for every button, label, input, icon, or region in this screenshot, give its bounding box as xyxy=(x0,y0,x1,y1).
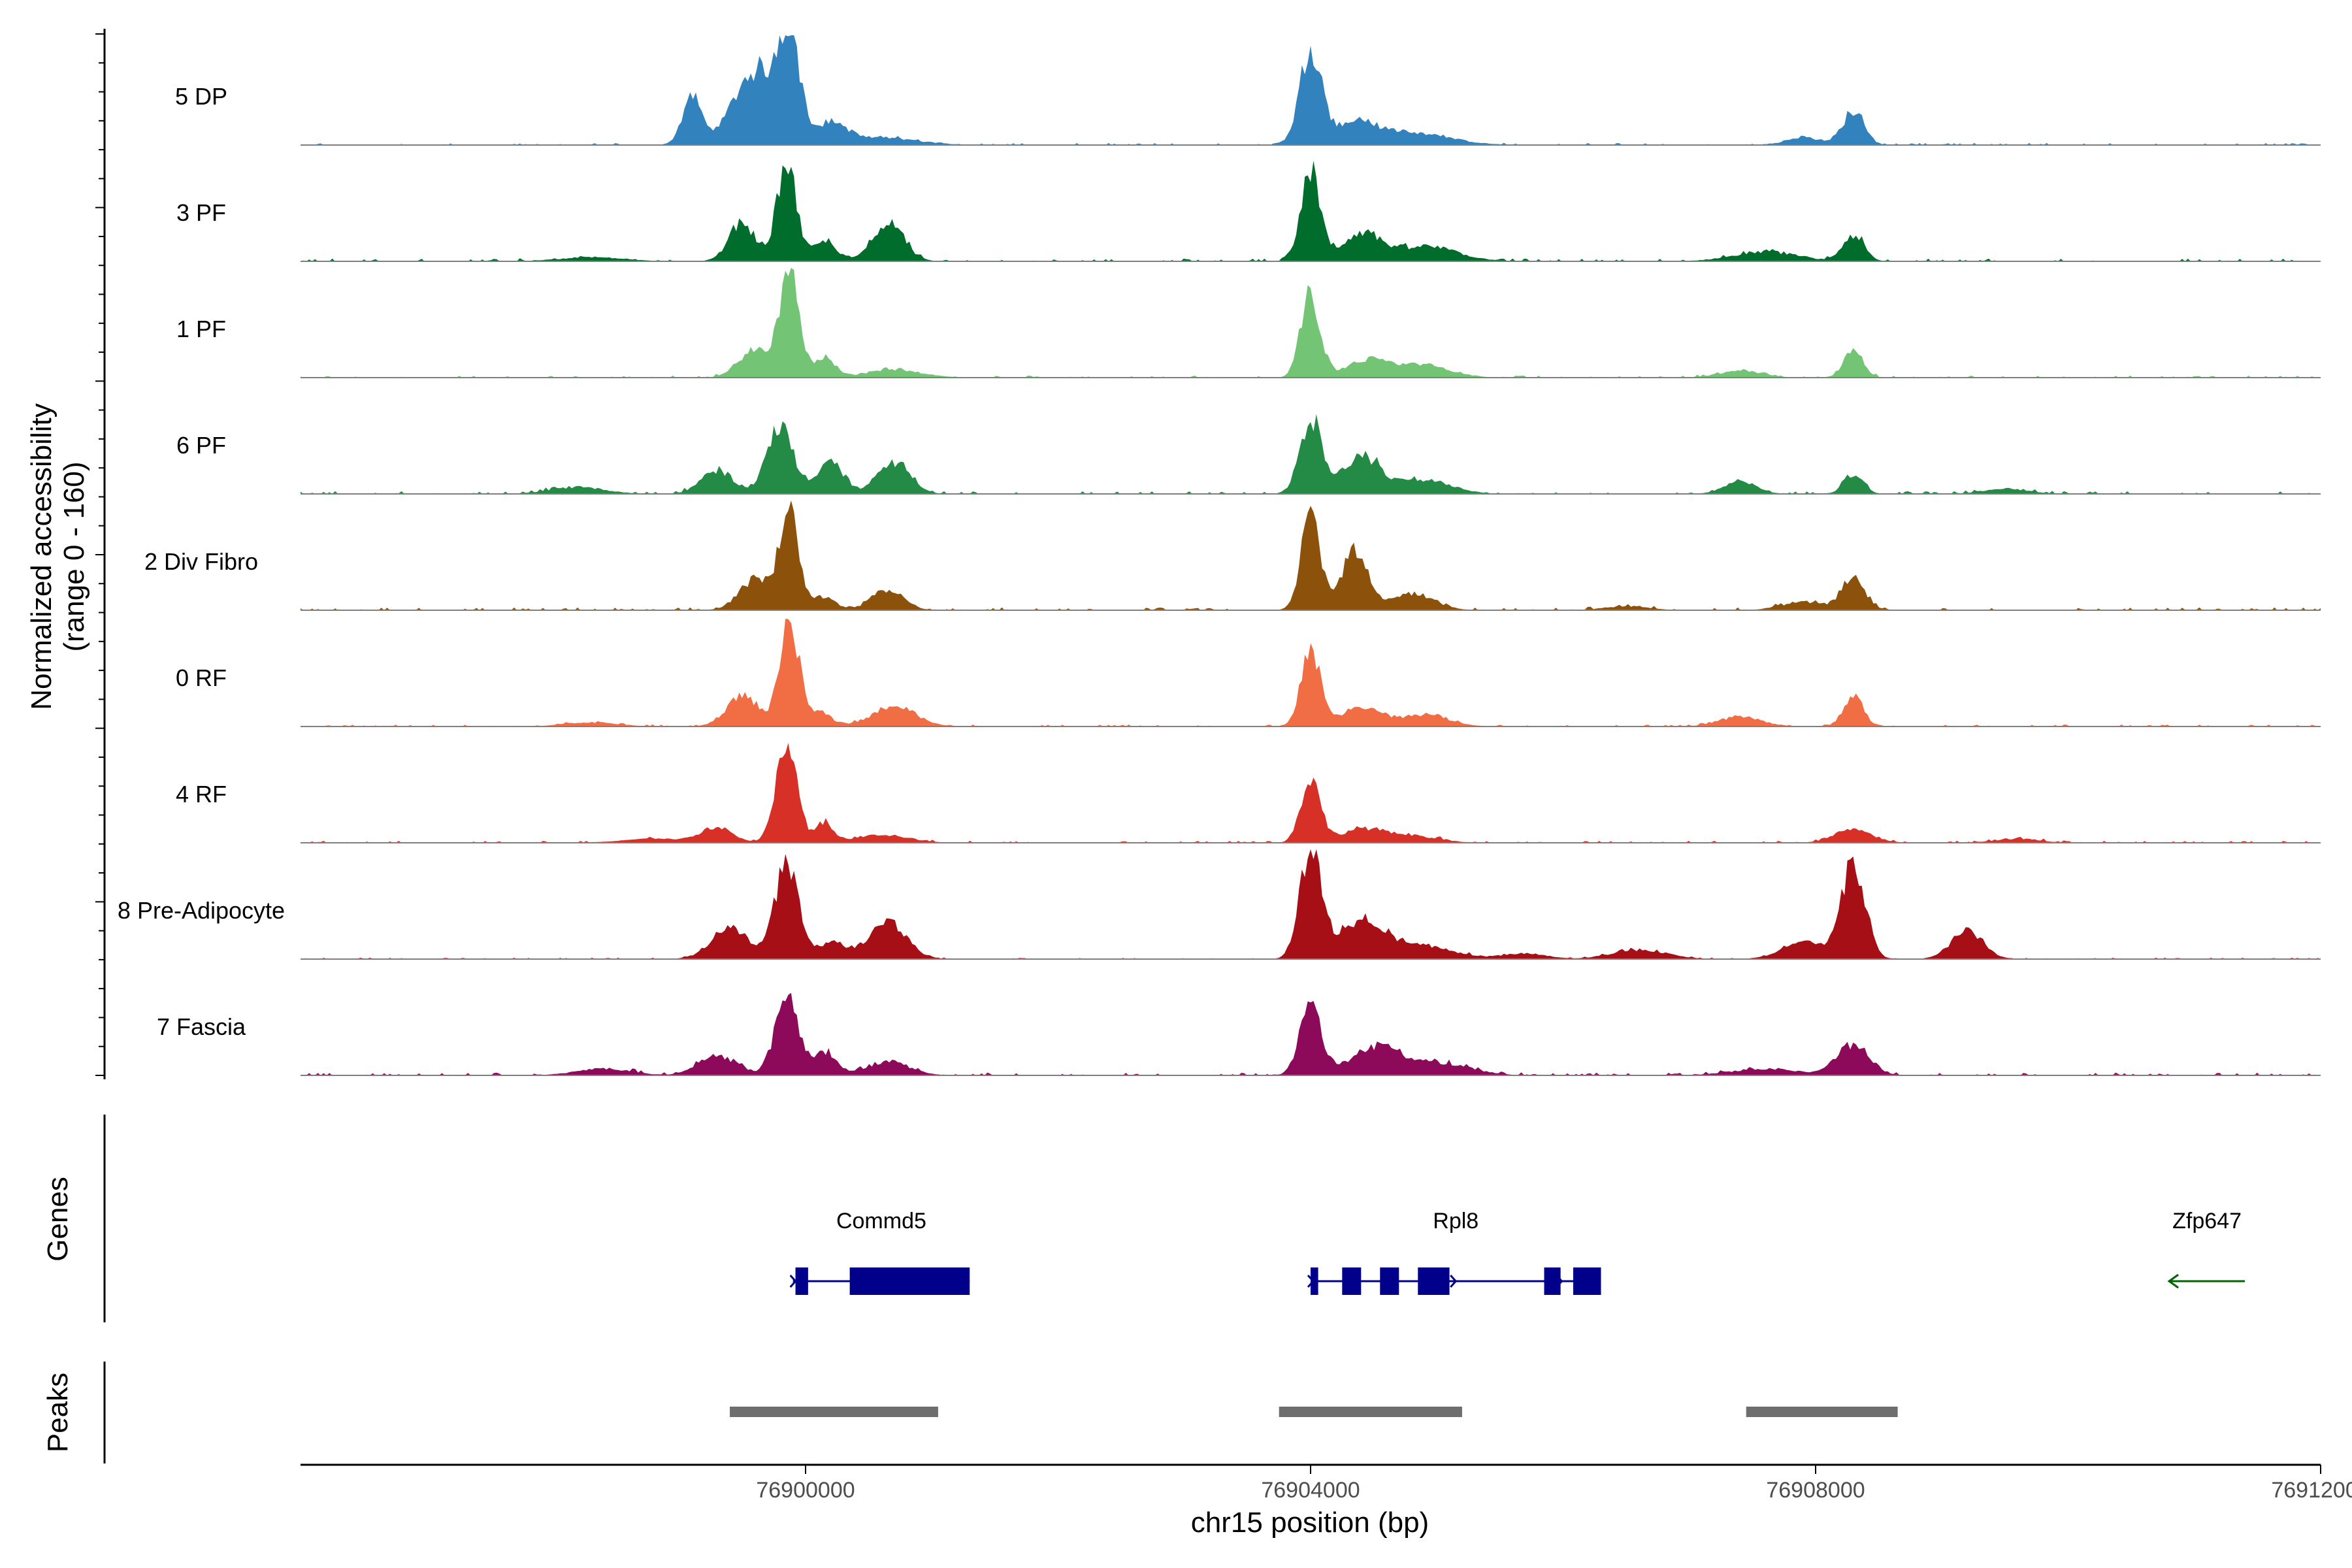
coverage-track: 6 PF xyxy=(176,414,2321,495)
gene-model: Rpl8 xyxy=(1307,1209,1601,1295)
coverage-track: 0 RF xyxy=(176,619,2321,727)
coverage-track: 8 Pre-Adipocyte xyxy=(118,849,2321,960)
coverage-area xyxy=(301,743,2321,843)
gene-exon xyxy=(849,1267,970,1295)
strand-arrow xyxy=(789,1275,797,1288)
gene-model: Commd5 xyxy=(789,1209,970,1295)
gene-exon xyxy=(795,1267,808,1295)
gene-label: Rpl8 xyxy=(1433,1209,1478,1233)
coverage-tracks: 5 DP 3 PF 1 PF 6 PF 2 Div Fibro 0 RF 4 RF 8 Pre… xyxy=(118,35,2321,1076)
peak-region xyxy=(1746,1407,1898,1417)
peak-region xyxy=(730,1407,938,1417)
genes-track-title: Genes xyxy=(42,1177,74,1262)
peaks-track: Peaks xyxy=(42,1362,1898,1463)
coverage-area xyxy=(301,619,2321,727)
genes-track: Genes Commd5 Rpl8 Zfp647 xyxy=(42,1115,2246,1322)
coverage-area xyxy=(301,35,2321,145)
gene-label: Zfp647 xyxy=(2172,1209,2242,1233)
gene-exon xyxy=(1342,1267,1362,1295)
y-axis: Normalized accessibility (range 0 - 160) xyxy=(25,29,106,1079)
x-tick-label: 76900000 xyxy=(756,1478,855,1503)
coverage-track: 5 DP xyxy=(175,35,2321,146)
coverage-track: 7 Fascia xyxy=(157,992,2321,1076)
y-axis-title-line2: (range 0 - 160) xyxy=(58,461,90,651)
strand-arrow xyxy=(875,1275,883,1288)
track-label: 3 PF xyxy=(176,199,226,226)
coverage-track: 2 Div Fibro xyxy=(144,500,2321,611)
coverage-area xyxy=(301,992,2321,1075)
strand-arrow xyxy=(1307,1275,1315,1288)
gene-exon xyxy=(1418,1267,1450,1295)
strand-arrow xyxy=(924,1275,932,1288)
gene-exon xyxy=(1380,1267,1399,1295)
track-label: 4 RF xyxy=(176,781,227,808)
track-label: 0 RF xyxy=(176,664,227,691)
gene-label: Commd5 xyxy=(836,1209,926,1233)
coverage-track: 1 PF xyxy=(176,268,2321,378)
track-label: 8 Pre-Adipocyte xyxy=(118,897,285,924)
coverage-track: 4 RF xyxy=(176,743,2321,843)
gene-exon xyxy=(1544,1267,1561,1295)
x-tick-label: 76908000 xyxy=(1766,1478,1865,1503)
coverage-area xyxy=(301,160,2321,261)
x-axis-title: chr15 position (bp) xyxy=(1191,1507,1429,1539)
gene-exon xyxy=(1573,1267,1601,1295)
strand-arrow xyxy=(1450,1275,1458,1288)
coverage-track: 3 PF xyxy=(176,160,2321,262)
x-axis: chr15 position (bp) 76900000 76904000 7690… xyxy=(301,1463,2352,1539)
peaks-track-title: Peaks xyxy=(42,1373,74,1452)
track-label: 5 DP xyxy=(175,83,227,110)
coverage-area xyxy=(301,268,2321,378)
coverage-area xyxy=(301,849,2321,959)
strand-arrow xyxy=(2167,1273,2179,1289)
strand-arrow xyxy=(1556,1275,1563,1288)
y-axis-title-line1: Normalized accessibility xyxy=(25,403,57,710)
track-label: 6 PF xyxy=(176,432,226,459)
coverage-area xyxy=(301,500,2321,610)
track-label: 1 PF xyxy=(176,316,226,342)
peak-region xyxy=(1279,1407,1462,1417)
x-tick-label: 76912000 xyxy=(2271,1478,2352,1503)
coverage-area xyxy=(301,414,2321,494)
x-tick-label: 76904000 xyxy=(1261,1478,1360,1503)
track-label: 7 Fascia xyxy=(157,1013,246,1040)
gene-model: Zfp647 xyxy=(2167,1209,2246,1289)
track-label: 2 Div Fibro xyxy=(144,548,258,575)
